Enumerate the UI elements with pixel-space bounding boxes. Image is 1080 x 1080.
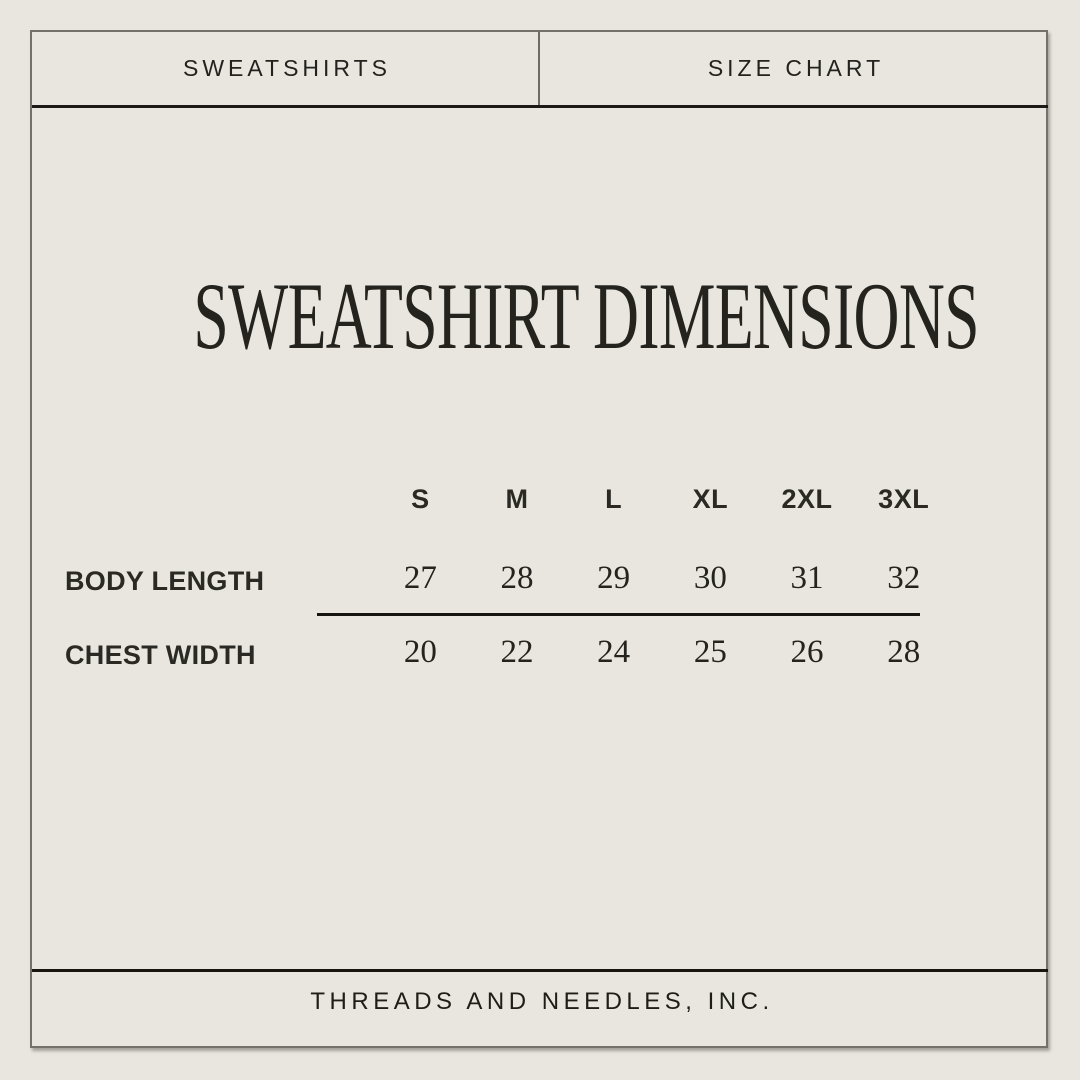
chest-width-2xl: 26: [790, 634, 824, 670]
chest-width-l: 24: [597, 634, 631, 670]
table-row-divider: [317, 613, 920, 616]
header-right-label: SIZE CHART: [707, 55, 885, 81]
footer-divider: [32, 969, 1048, 972]
footer-company-name: THREADS AND NEEDLES, INC.: [310, 988, 774, 1015]
body-length-2xl: 31: [790, 560, 824, 596]
border-frame: [30, 30, 1048, 1048]
chest-width-s: 20: [403, 634, 437, 670]
chest-width-m: 22: [500, 634, 534, 670]
body-length-l: 29: [597, 560, 631, 596]
body-length-3xl: 32: [887, 560, 921, 596]
title-wrap: SWEATSHIRT DIMENSIONS: [0, 269, 1080, 364]
size-header-2xl: 2XL: [781, 484, 833, 514]
header-left-label: SWEATSHIRTS: [183, 55, 391, 81]
row-values-chest-width: 20 22 24 25 26 28: [372, 632, 952, 672]
body-length-s: 27: [403, 560, 437, 596]
size-header-xl: XL: [692, 484, 729, 514]
body-length-m: 28: [500, 560, 534, 596]
header-band: SWEATSHIRTS SIZE CHART: [32, 32, 1048, 108]
size-column-headers: S M L XL 2XL 3XL: [372, 483, 952, 515]
size-header-l: L: [605, 484, 623, 514]
row-label-chest-width: CHEST WIDTH: [65, 640, 256, 670]
chest-width-3xl: 28: [887, 634, 921, 670]
body-length-xl: 30: [693, 560, 727, 596]
header-cell-sweatshirts: SWEATSHIRTS: [32, 32, 540, 105]
row-values-body-length: 27 28 29 30 31 32: [372, 558, 952, 598]
page-title: SWEATSHIRT DIMENSIONS: [193, 263, 979, 369]
chest-width-xl: 25: [693, 634, 727, 670]
row-label-body-length: BODY LENGTH: [65, 566, 265, 596]
size-header-m: M: [505, 484, 529, 514]
size-header-s: S: [411, 484, 430, 514]
size-header-3xl: 3XL: [878, 484, 930, 514]
header-cell-size-chart: SIZE CHART: [540, 32, 1048, 105]
